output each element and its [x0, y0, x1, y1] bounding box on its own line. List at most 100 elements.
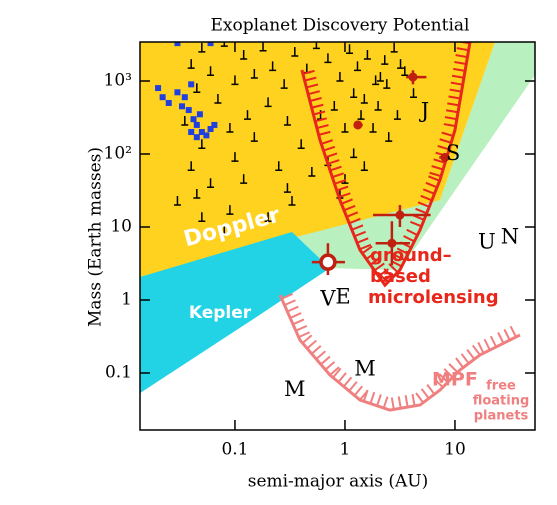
hatch: [298, 331, 311, 339]
y-tick-label: 10³: [104, 70, 132, 90]
hatch: [420, 194, 433, 202]
rv-point: [357, 110, 365, 120]
rv-point: [283, 183, 291, 193]
rv-point: [264, 97, 272, 108]
hatch: [449, 88, 462, 93]
hatch: [359, 243, 372, 251]
hatch: [438, 373, 449, 383]
planet-label: M: [284, 377, 306, 401]
rv-point: [250, 132, 258, 142]
hatch: [314, 117, 328, 123]
hatch: [420, 388, 430, 400]
planet-label: M: [354, 357, 376, 381]
hatch: [332, 367, 342, 379]
rv-point: [401, 66, 409, 76]
rv-point: [220, 225, 228, 235]
hatch: [503, 328, 511, 341]
hatch: [341, 198, 353, 205]
transit-point: [193, 121, 200, 128]
rv-point: [385, 132, 393, 142]
hatch: [307, 90, 321, 96]
hatch: [311, 103, 324, 109]
hatch: [354, 230, 366, 238]
hatch: [456, 47, 469, 52]
rv-point: [369, 123, 377, 133]
rv-point: [193, 188, 201, 199]
rv-point: [410, 88, 418, 98]
rv-point: [288, 196, 296, 206]
hatch: [390, 397, 395, 410]
sensitivity-curve: [278, 294, 521, 412]
curve-label: ground–: [370, 245, 452, 266]
hatch: [336, 185, 349, 192]
rv-point: [207, 66, 215, 76]
hatch: [383, 268, 394, 279]
rv-point: [390, 42, 398, 53]
transit-point: [155, 85, 162, 92]
y-axis-label: Mass (Earth masses): [86, 147, 106, 327]
y-tick-label: 10²: [104, 144, 132, 164]
planet-label: U: [478, 230, 496, 254]
hatch: [455, 357, 464, 369]
hatch: [334, 179, 347, 185]
microlensing-point: [319, 253, 337, 271]
hatch: [393, 253, 406, 262]
hatch: [489, 335, 498, 348]
rv-point: [214, 93, 222, 104]
hatch: [369, 391, 376, 404]
hatch: [378, 273, 389, 284]
rv-point: [207, 178, 215, 189]
microlensing-point: [395, 210, 405, 220]
rv-point: [240, 50, 248, 60]
rv-point: [275, 161, 283, 171]
rv-point: [374, 101, 382, 111]
y-tick-label: 1: [121, 290, 132, 310]
transit-point: [159, 94, 166, 101]
transit-point: [181, 94, 188, 101]
hatch: [403, 235, 415, 243]
curve-label: microlensing: [368, 287, 499, 308]
hatch: [471, 344, 481, 356]
hatch: [318, 130, 331, 136]
curve-group: [278, 292, 521, 412]
hatch: [422, 188, 435, 195]
hatch: [437, 144, 450, 151]
hatch: [453, 67, 466, 72]
rv-point: [350, 88, 358, 98]
rv-point: [363, 50, 371, 60]
transit-point: [190, 116, 197, 123]
transit-point: [174, 42, 181, 47]
rv-point: [341, 123, 349, 133]
hatch: [304, 76, 317, 82]
hatch: [415, 392, 425, 404]
hatch: [425, 181, 438, 189]
hatch: [433, 378, 444, 388]
transit-point: [178, 103, 185, 110]
hatch: [348, 217, 361, 225]
hatch: [429, 171, 442, 178]
hatch: [313, 110, 326, 116]
hatch: [451, 74, 465, 79]
rv-point: [336, 71, 344, 82]
hatch: [286, 305, 299, 313]
transit-point: [188, 81, 195, 88]
hatch: [397, 396, 402, 409]
y-tick-label: 0.1: [105, 363, 132, 383]
rv-point: [324, 53, 332, 64]
hatch: [446, 109, 459, 114]
hatch: [281, 292, 294, 300]
region: [292, 42, 535, 270]
microlensing-point: [408, 72, 418, 82]
rv-point: [226, 205, 234, 215]
rv-point: [280, 79, 288, 89]
hatch: [315, 350, 327, 360]
hatch: [448, 95, 461, 100]
plot-area: [140, 42, 535, 412]
hatch: [362, 389, 369, 402]
hatch: [411, 393, 416, 407]
hatch: [309, 97, 322, 102]
x-tick-label: 10: [444, 440, 466, 460]
hatch: [428, 175, 441, 182]
hatch: [348, 381, 358, 392]
